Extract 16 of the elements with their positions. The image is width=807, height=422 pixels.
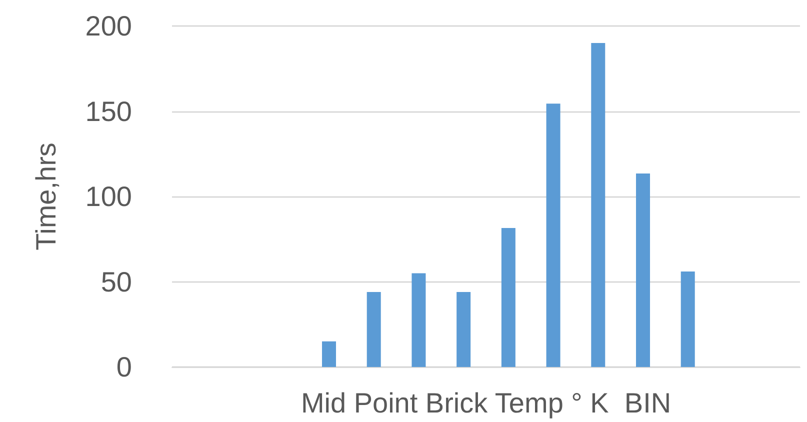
y-tick-label: 50 [100,266,132,298]
bar [636,173,650,367]
bar [591,43,606,367]
bar [456,292,471,367]
bar [366,292,381,367]
y-tick-label: 0 [116,352,132,382]
y-tick-label: 100 [85,181,132,212]
bar [501,228,516,367]
bar [412,273,426,367]
y-tick-label: 150 [85,96,132,127]
y-tick-label: 200 [85,10,132,42]
y-axis-title: Time,hrs [30,142,62,250]
bar [322,341,336,367]
bar [680,272,695,367]
bar [546,104,560,367]
x-axis-title: Mid Point Brick Temp ° K BIN [300,388,672,418]
